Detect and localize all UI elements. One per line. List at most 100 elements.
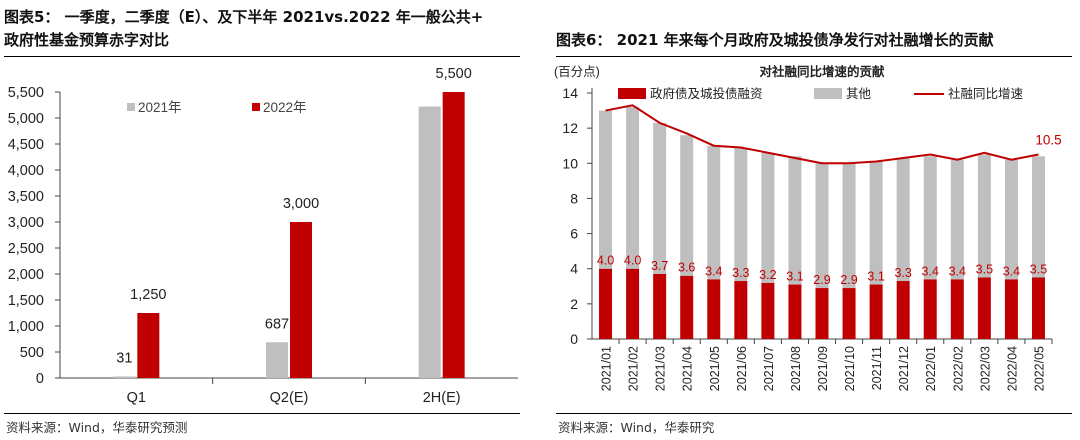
x-category-label: 2021/06 xyxy=(735,346,749,391)
bar-value-label: 3.4 xyxy=(705,264,722,278)
right-source-rule xyxy=(556,413,1072,414)
x-category-label: 2021/01 xyxy=(600,346,614,391)
bar-2022 xyxy=(290,222,312,378)
y-tick-label: 500 xyxy=(20,345,44,361)
tsf-growth-line xyxy=(605,104,1039,165)
bar-other xyxy=(842,163,856,289)
left-source-rule xyxy=(4,413,520,414)
legend-label-gov: 政府债及城投债融资 xyxy=(650,86,763,101)
x-category-label: Q1 xyxy=(127,390,146,406)
legend-label-2022: 2022年 xyxy=(263,100,307,115)
bar-gov xyxy=(923,279,937,339)
legend-label-tsf: 社融同比增速 xyxy=(948,86,1024,101)
bar-value-label: 3.7 xyxy=(651,259,668,273)
x-category-label: 2021/04 xyxy=(681,346,695,391)
left-title-rule xyxy=(4,56,520,57)
y-tick-label: 10 xyxy=(562,155,578,171)
bar-other xyxy=(626,107,640,269)
chart-subtitle: 对社融同比增速的贡献 xyxy=(759,64,885,79)
y-tick-label: 0 xyxy=(570,331,578,347)
data-label: 3,000 xyxy=(283,196,319,212)
unit-label: (百分点) xyxy=(554,65,600,79)
bar-gov xyxy=(842,288,856,339)
bar-gov xyxy=(1004,279,1018,339)
bar-gov xyxy=(977,277,991,339)
bar-gov xyxy=(680,275,694,339)
bar-value-label: 3.3 xyxy=(732,266,749,280)
y-tick-label: 2 xyxy=(570,296,578,312)
bar-value-label: 3.1 xyxy=(867,270,884,284)
data-label: 31 xyxy=(116,350,132,366)
bar-value-label: 4.0 xyxy=(597,254,614,268)
y-tick-label: 2,500 xyxy=(8,241,44,257)
x-category-label: 2021/08 xyxy=(789,346,803,391)
bar-other xyxy=(950,159,964,280)
x-category-label: Q2(E) xyxy=(270,390,309,406)
x-category-label: 2022/04 xyxy=(1005,346,1019,391)
bar-other xyxy=(1031,156,1045,278)
bar-value-label: 3.4 xyxy=(1003,264,1020,278)
data-label: 687 xyxy=(265,316,289,332)
bar-gov xyxy=(896,281,910,339)
right-title: 图表6： 2021 年来每个月政府及城投债净发行对社融增长的贡献 xyxy=(556,31,994,49)
bar-gov xyxy=(599,268,613,339)
x-category-label: 2021/10 xyxy=(843,346,857,391)
y-tick-label: 8 xyxy=(570,190,578,206)
y-tick-label: 6 xyxy=(570,226,578,242)
y-tick-label: 4 xyxy=(570,261,578,277)
y-tick-label: 2,000 xyxy=(8,267,44,283)
bar-value-label: 3.4 xyxy=(949,264,966,278)
bar-other xyxy=(923,156,937,280)
x-category-label: 2022/05 xyxy=(1032,346,1046,391)
x-category-label: 2H(E) xyxy=(423,390,461,406)
data-label: 1,250 xyxy=(130,287,166,303)
left-source: 资料来源：Wind，华泰研究预测 xyxy=(6,420,188,435)
bar-2021 xyxy=(418,106,441,378)
y-tick-label: 4,500 xyxy=(8,137,44,153)
left-bar-chart: 0 500 1,000 1,500 2,000 2,500 3,000 3,500 4,000 4… xyxy=(8,66,518,406)
bar-other xyxy=(599,110,613,269)
y-tick-label: 12 xyxy=(562,120,578,136)
bar-value-label: 3.6 xyxy=(678,261,695,275)
bar-value-label: 4.0 xyxy=(624,254,641,268)
bar-2022 xyxy=(137,313,160,378)
legend-swatch-2022 xyxy=(252,103,260,111)
x-category-label: 2021/02 xyxy=(627,346,641,391)
bar-other xyxy=(734,147,748,282)
bar-gov xyxy=(950,279,964,339)
y-tick-label: 0 xyxy=(36,371,44,387)
y-tick-label: 4,000 xyxy=(8,163,44,179)
bar-value-label: 3.2 xyxy=(759,268,776,282)
bar-2021 xyxy=(266,342,288,378)
bar-other xyxy=(653,122,667,274)
left-chart-panel: 图表5： 一季度，二季度（E）、及下半年 2021vs.2022 年一般公共+ … xyxy=(0,0,528,440)
legend-label-2021: 2021年 xyxy=(138,100,182,115)
left-title-line2: 政府性基金预算赤字对比 xyxy=(4,31,170,49)
bar-value-label: 3.5 xyxy=(1030,263,1047,277)
bar-2022 xyxy=(442,92,465,378)
x-category-label: 2021/03 xyxy=(654,346,668,391)
bar-2021 xyxy=(113,376,136,378)
legend-swatch-gov xyxy=(618,88,646,99)
x-category-label: 2021/09 xyxy=(816,346,830,391)
legend-swatch-2021 xyxy=(127,103,135,111)
bar-other xyxy=(680,135,694,276)
bar-value-label: 3.5 xyxy=(976,263,993,277)
bar-gov xyxy=(626,268,640,339)
data-label: 5,500 xyxy=(436,66,472,82)
bar-value-label: 3.1 xyxy=(786,270,803,284)
bar-value-label: 2.9 xyxy=(840,273,857,287)
y-tick-label: 5,500 xyxy=(8,85,44,101)
y-tick-label: 3,000 xyxy=(8,215,44,231)
y-tick-label: 3,500 xyxy=(8,189,44,205)
x-category-label: 2021/05 xyxy=(708,346,722,391)
x-category-label: 2022/03 xyxy=(978,346,992,391)
y-tick-label: 1,000 xyxy=(8,319,44,335)
tsf-end-label: 10.5 xyxy=(1035,133,1061,148)
bar-gov xyxy=(707,279,721,339)
x-category-label: 2021/12 xyxy=(897,346,911,391)
bar-gov xyxy=(869,284,883,339)
x-category-label: 2022/02 xyxy=(951,346,965,391)
bar-gov xyxy=(815,288,829,339)
